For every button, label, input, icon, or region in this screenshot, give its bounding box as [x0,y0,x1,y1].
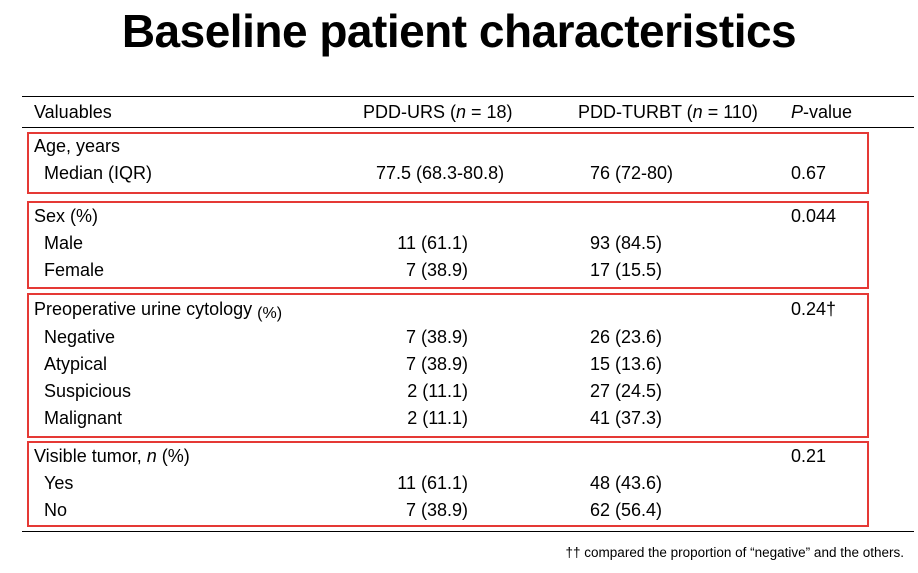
cytology-malignant-label: Malignant [44,408,123,428]
tumor-p-value: 0.21 [791,446,827,466]
header-pdd-turbt-suffix: = 110) [702,102,758,122]
tumor-label-suffix: (%) [156,446,190,466]
footnote: †† compared the proportion of “negative”… [565,545,904,560]
table-top-rule [22,96,914,97]
sex-female-turbt: 17 (15.5) [590,260,663,280]
header-valuables: Valuables [34,101,112,123]
cytology-malignant-turbt: 41 (37.3) [590,408,663,428]
header-bottom-rule [22,127,914,128]
header-pdd-urs-suffix: = 18) [466,102,513,122]
sex-male-label: Male [44,233,84,253]
header-pdd-urs-prefix: PDD-URS ( [363,102,456,122]
cytology-malignant-urs: 2 (11.1) [407,408,468,428]
tumor-highlight-box [27,441,869,527]
cytology-highlight-box [27,293,869,438]
header-pdd-urs-n: n [456,102,467,122]
cytology-suspicious-urs: 2 (11.1) [407,381,468,401]
tumor-yes-turbt: 48 (43.6) [590,473,663,493]
sex-male-turbt: 93 (84.5) [590,233,663,253]
cytology-atypical-turbt: 15 (13.6) [590,354,663,374]
age-label: Age, years [34,136,121,156]
cytology-label-pct: (%) [257,305,283,322]
tumor-label: Visible tumor, n (%) [34,445,190,467]
age-median-label: Median (IQR) [44,163,153,183]
cytology-atypical-label: Atypical [44,354,108,374]
cytology-negative-label: Negative [44,327,116,347]
header-pdd-turbt-n: n [692,102,703,122]
header-pdd-turbt: PDD-TURBT (n = 110) [578,101,758,123]
sex-p-value: 0.044 [791,206,837,226]
age-highlight-box [27,132,869,194]
header-pdd-turbt-prefix: PDD-TURBT ( [578,102,693,122]
sex-female-label: Female [44,260,105,280]
tumor-no-turbt: 62 (56.4) [590,500,663,520]
tumor-label-n: n [146,446,157,466]
sex-label: Sex (%) [34,206,99,226]
tumor-yes-urs: 11 (61.1) [397,473,468,493]
age-median-urs: 77.5 (68.3-80.8) [376,163,505,183]
cytology-suspicious-turbt: 27 (24.5) [590,381,663,401]
header-p-italic: P [791,102,804,122]
age-median-turbt: 76 (72-80) [590,163,674,183]
cytology-negative-urs: 7 (38.9) [405,327,468,347]
cytology-negative-turbt: 26 (23.6) [590,327,663,347]
header-p-suffix: -value [803,102,853,122]
cytology-p-value: 0.24† [791,299,837,319]
header-p-value: P-value [791,101,852,123]
tumor-yes-label: Yes [44,473,74,493]
cytology-label-text: Preoperative urine cytology [34,299,253,319]
sex-highlight-box [27,201,869,289]
sex-female-urs: 7 (38.9) [405,260,468,280]
cytology-suspicious-label: Suspicious [44,381,132,401]
table-bottom-rule [22,531,914,532]
page-title: Baseline patient characteristics [121,5,797,57]
header-pdd-urs: PDD-URS (n = 18) [363,101,513,123]
cytology-label: Preoperative urine cytology (%) [34,298,282,322]
tumor-no-urs: 7 (38.9) [405,500,468,520]
tumor-no-label: No [44,500,68,520]
tumor-label-prefix: Visible tumor, [34,446,147,466]
sex-male-urs: 11 (61.1) [397,233,468,253]
age-p-value: 0.67 [791,163,827,183]
header-valuables-text: Valuables [34,102,112,122]
cytology-atypical-urs: 7 (38.9) [405,354,468,374]
